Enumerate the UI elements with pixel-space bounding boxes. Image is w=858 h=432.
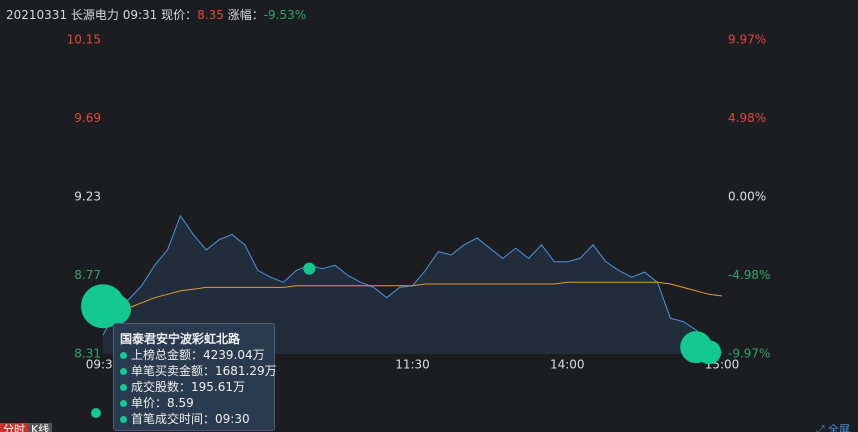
tooltip-line: 单价：8.59 <box>120 394 194 411</box>
change: -9.53% <box>263 8 307 22</box>
trade-marker <box>697 340 722 365</box>
fullscreen-label[interactable]: 全屏 <box>828 423 850 432</box>
tooltip-line: 成交股数：195.61万 <box>120 378 245 395</box>
price-label: 现价： <box>161 8 198 22</box>
tooltip: 国泰君安宁波彩虹北路 上榜总金额：4239.04万 单笔买卖金额：1681.29万… <box>113 323 277 431</box>
tabs: 分时 K线 <box>0 423 53 432</box>
x-tick-label: 09:30 <box>86 358 121 372</box>
tooltip-text: 成交股数：195.61万 <box>131 380 245 394</box>
series-line <box>102 281 723 323</box>
tooltip-text: 上榜总金额：4239.04万 <box>131 348 265 362</box>
y-tick-label: 10.15 <box>67 33 101 47</box>
y-tick-label: 9.23 <box>74 190 101 204</box>
tooltip-dot <box>120 400 127 407</box>
tooltip-text: 首笔成交时间：09:30 <box>131 412 250 426</box>
y2-tick-label: 4.98% <box>728 111 766 125</box>
tooltip-line: 单笔买卖金额：1681.29万 <box>120 362 277 379</box>
fullscreen-button[interactable]: ⤢ 全屏 <box>816 421 850 432</box>
x-tick-label: 14:00 <box>550 358 585 372</box>
tooltip-line: 首笔成交时间：09:30 <box>120 410 250 427</box>
price: 8.35 <box>197 8 224 22</box>
y2-tick-label: -4.98% <box>728 268 770 282</box>
stock-info: 20210331 长源电力 09:31 <box>6 8 158 22</box>
x-tick-label: 11:30 <box>395 358 430 372</box>
header: 20210331 长源电力 09:31 现价：8.35 涨幅：-9.53% <box>6 6 306 23</box>
legend-dot <box>91 408 101 418</box>
trade-marker <box>303 262 316 275</box>
price-area <box>103 215 722 354</box>
tab[interactable]: 分时 <box>0 423 28 432</box>
tab[interactable]: K线 <box>28 423 53 432</box>
tooltip-text: 单笔买卖金额：1681.29万 <box>131 364 277 378</box>
y2-tick-label: 9.97% <box>728 33 766 47</box>
tooltip-dot <box>120 416 127 423</box>
y2-tick-label: 0.00% <box>728 190 766 204</box>
trade-marker <box>100 294 131 325</box>
tooltip-title: 国泰君安宁波彩虹北路 <box>120 332 241 346</box>
y2-tick-label: -9.97% <box>728 347 770 361</box>
change-label: 涨幅： <box>227 8 264 22</box>
tooltip-dot <box>120 352 127 359</box>
y-tick-label: 8.77 <box>74 268 101 282</box>
tooltip-line: 上榜总金额：4239.04万 <box>120 346 265 363</box>
tooltip-dot <box>120 368 127 375</box>
tooltip-dot <box>120 384 127 391</box>
y-tick-label: 8.31 <box>74 347 101 361</box>
y-tick-label: 9.69 <box>74 111 101 125</box>
tooltip-text: 单价：8.59 <box>131 396 194 410</box>
